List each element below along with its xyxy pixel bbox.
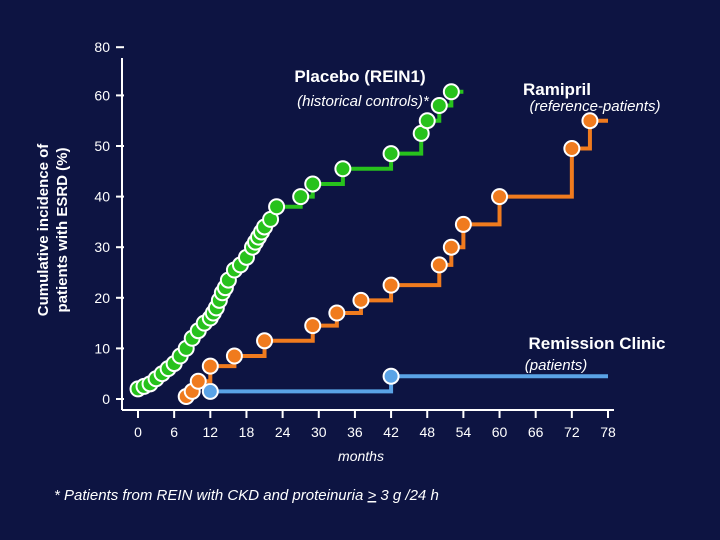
x-tick-label: 72 [564, 424, 580, 440]
data-point-placebo-rein1 [418, 112, 436, 130]
x-tick-label: 12 [203, 424, 219, 440]
y-tick-label: 0 [102, 391, 110, 407]
data-point-ramipril [382, 276, 400, 294]
y-tick-label: 80 [94, 39, 110, 55]
y-axis-label-line-2: patients with ESRD (%) [54, 147, 71, 312]
footnote: * Patients from REIN with CKD and protei… [54, 487, 439, 504]
legend-remission-title: Remission Clinic [529, 334, 666, 353]
data-point-ramipril [352, 291, 370, 309]
y-tick-label: 10 [94, 340, 110, 356]
data-point-ramipril [189, 372, 207, 390]
footnote-prefix: * Patients from REIN with CKD and protei… [54, 487, 367, 504]
data-point-ramipril [563, 140, 581, 158]
x-tick-label: 6 [170, 424, 178, 440]
legend-placebo-subtitle: (historical controls)* [297, 93, 430, 110]
data-point-placebo-rein1 [304, 175, 322, 193]
x-tick-label: 60 [492, 424, 508, 440]
data-point-placebo-rein1 [442, 83, 460, 101]
x-ticks: 0 6 12 18 24 30 36 42 48 54 60 66 72 78 [134, 410, 616, 440]
y-tick-label: 30 [94, 239, 110, 255]
y-tick-label: 50 [94, 138, 110, 154]
data-point-ramipril [442, 238, 460, 256]
legend-remission-clinic: Remission Clinic (patients) [525, 334, 666, 374]
series-layer [129, 83, 608, 405]
legend-placebo: Placebo (REIN1) (historical controls)* [294, 67, 430, 110]
footnote-underlined: > [367, 487, 376, 504]
series-ramipril [177, 112, 608, 405]
data-point-remission-clinic [382, 367, 400, 385]
x-tick-label: 66 [528, 424, 544, 440]
data-point-ramipril [581, 112, 599, 130]
legend-ramipril-subtitle: (reference-patients) [530, 98, 661, 115]
legend-remission-subtitle: (patients) [525, 357, 588, 374]
y-axis-label-line-1: Cumulative incidence of [35, 143, 52, 317]
data-point-placebo-rein1 [292, 188, 310, 206]
data-point-remission-clinic [201, 382, 219, 400]
data-point-ramipril [328, 304, 346, 322]
x-tick-label: 54 [456, 424, 472, 440]
x-tick-label: 78 [600, 424, 616, 440]
x-tick-label: 48 [419, 424, 435, 440]
x-tick-label: 24 [275, 424, 291, 440]
y-ticks: 0 10 20 30 40 50 60 80 [94, 39, 124, 407]
data-point-placebo-rein1 [334, 160, 352, 178]
series-placebo-rein1 [129, 83, 464, 398]
x-tick-label: 36 [347, 424, 363, 440]
x-tick-label: 18 [239, 424, 255, 440]
legend-ramipril: Ramipril (reference-patients) [523, 80, 660, 115]
axes [121, 58, 614, 411]
footnote-suffix: 3 g /24 h [376, 487, 439, 504]
data-point-ramipril [225, 347, 243, 365]
x-tick-label: 0 [134, 424, 142, 440]
legend-ramipril-title: Ramipril [523, 80, 591, 99]
x-tick-label: 30 [311, 424, 327, 440]
data-point-ramipril [491, 188, 509, 206]
series-remission-clinic [201, 367, 608, 400]
x-tick-label: 42 [383, 424, 399, 440]
y-tick-label: 20 [94, 290, 110, 306]
data-point-ramipril [430, 256, 448, 274]
series-line-remission-clinic [210, 374, 608, 394]
data-point-placebo-rein1 [268, 198, 286, 216]
y-tick-label: 60 [94, 87, 110, 103]
data-point-ramipril [201, 357, 219, 375]
data-point-ramipril [454, 215, 472, 233]
data-point-ramipril [256, 332, 274, 350]
data-point-placebo-rein1 [430, 97, 448, 115]
x-axis-label: months [338, 448, 384, 464]
data-point-placebo-rein1 [382, 145, 400, 163]
y-tick-label: 40 [94, 189, 110, 205]
legend-placebo-title: Placebo (REIN1) [294, 67, 425, 86]
data-point-ramipril [304, 317, 322, 335]
